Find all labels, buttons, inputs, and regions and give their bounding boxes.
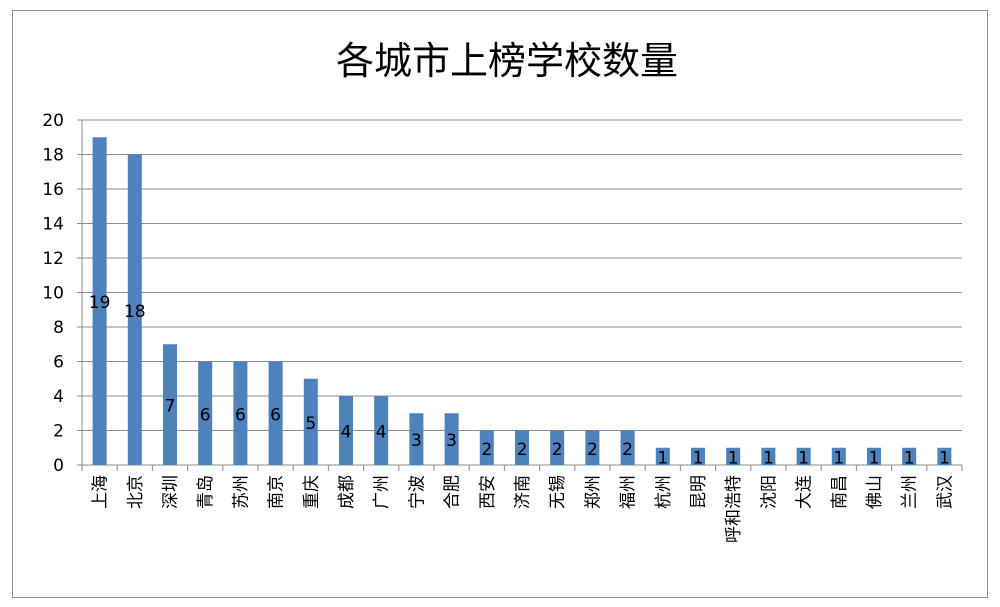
data-label: 1 — [657, 448, 668, 468]
x-tick-label: 大连 — [795, 475, 815, 509]
bar — [691, 447, 705, 465]
x-tick-label: 青岛 — [196, 475, 216, 509]
bar — [515, 430, 529, 465]
bar — [127, 154, 142, 465]
data-label: 1 — [693, 448, 704, 468]
x-tick-label: 合肥 — [443, 475, 463, 509]
bar — [233, 361, 248, 465]
data-label: 3 — [411, 431, 422, 451]
bar — [268, 361, 283, 465]
data-label: 2 — [517, 440, 528, 460]
x-tick-label: 南京 — [267, 475, 287, 509]
bars — [92, 137, 952, 465]
data-label: 2 — [481, 440, 492, 460]
y-tick-label: 20 — [42, 111, 64, 131]
data-label: 5 — [305, 414, 316, 434]
bar — [796, 447, 811, 465]
y-tick-label: 14 — [42, 215, 64, 235]
data-label: 1 — [728, 448, 739, 468]
data-label: 18 — [124, 302, 146, 322]
bar — [761, 447, 776, 465]
bar — [655, 447, 670, 465]
data-labels: 19 18 7 6 6 6 5 4 4 3 3 2 2 2 2 2 1 1 1 1 1 1 1 1 1 — [89, 293, 950, 468]
chart-frame — [12, 10, 988, 598]
x-tick-label: 兰州 — [900, 475, 920, 509]
bar — [339, 396, 353, 465]
y-tick-label: 4 — [53, 387, 64, 407]
x-tick-label: 西安 — [478, 475, 498, 509]
x-tick-label: 福州 — [619, 475, 639, 509]
bar — [92, 137, 107, 465]
bar — [409, 413, 424, 465]
y-tick-label: 0 — [53, 456, 64, 476]
y-tick-label: 8 — [53, 318, 64, 338]
x-tick-label: 南昌 — [830, 475, 850, 509]
data-label: 19 — [89, 293, 111, 313]
bar — [937, 447, 952, 465]
x-tick-label: 无锡 — [548, 475, 568, 509]
bar — [303, 378, 318, 465]
y-tick-label: 16 — [42, 180, 64, 200]
y-tick-label: 10 — [42, 284, 64, 304]
data-label: 1 — [763, 448, 774, 468]
bar — [902, 447, 917, 465]
x-tick-label: 佛山 — [865, 475, 885, 509]
data-label: 2 — [622, 440, 633, 460]
data-label: 3 — [446, 431, 457, 451]
bar — [479, 430, 494, 465]
data-label: 1 — [869, 448, 880, 468]
data-label: 1 — [939, 448, 950, 468]
x-tick-label: 深圳 — [161, 475, 181, 509]
x-tick-label: 北京 — [126, 475, 146, 509]
data-label: 6 — [235, 405, 246, 425]
data-label: 1 — [798, 448, 809, 468]
data-label: 6 — [270, 405, 281, 425]
y-tick-label: 12 — [42, 249, 64, 269]
data-label: 6 — [200, 405, 211, 425]
data-label: 7 — [165, 397, 176, 417]
data-label: 4 — [341, 423, 352, 443]
bar — [620, 430, 635, 465]
bar — [585, 430, 600, 465]
x-tick-label: 苏州 — [231, 475, 251, 509]
bar — [831, 447, 846, 465]
x-tick-labels: 上海 北京 深圳 青岛 苏州 南京 重庆 成都 广州 宁波 合肥 西安 济南 无锡 郑州 福州 杭州 昆明 呼和浩特… — [91, 475, 956, 543]
bar — [374, 396, 389, 465]
x-tick-label: 上海 — [91, 475, 111, 509]
bar — [444, 413, 459, 465]
y-tick-label: 18 — [42, 146, 64, 166]
bar — [867, 447, 881, 465]
bar — [726, 447, 741, 465]
bar — [163, 344, 177, 465]
gridlines — [82, 119, 962, 431]
data-label: 1 — [833, 448, 844, 468]
x-tick-label: 杭州 — [654, 475, 674, 509]
x-tick-label: 济南 — [513, 475, 533, 509]
y-tick-labels: 0 2 4 6 8 10 12 14 16 18 20 — [42, 111, 64, 476]
bar — [198, 361, 213, 465]
x-tick-label: 武汉 — [935, 475, 955, 509]
x-tick-label: 沈阳 — [759, 475, 779, 509]
x-tick-label: 郑州 — [583, 475, 603, 509]
x-tick-label: 宁波 — [407, 475, 427, 509]
chart-title: 各城市上榜学校数量 — [336, 39, 678, 83]
data-label: 1 — [904, 448, 915, 468]
x-tick-label: 重庆 — [302, 475, 322, 509]
data-label: 4 — [376, 423, 387, 443]
y-tick-label: 6 — [53, 353, 64, 373]
x-tick-label: 广州 — [372, 475, 392, 509]
data-label: 2 — [587, 440, 598, 460]
data-label: 2 — [552, 440, 563, 460]
x-tick-label: 呼和浩特 — [724, 475, 744, 543]
x-tick-label: 成都 — [337, 475, 357, 509]
y-tick-label: 2 — [53, 422, 64, 442]
x-tick-label: 昆明 — [689, 475, 709, 509]
bar — [550, 430, 565, 465]
